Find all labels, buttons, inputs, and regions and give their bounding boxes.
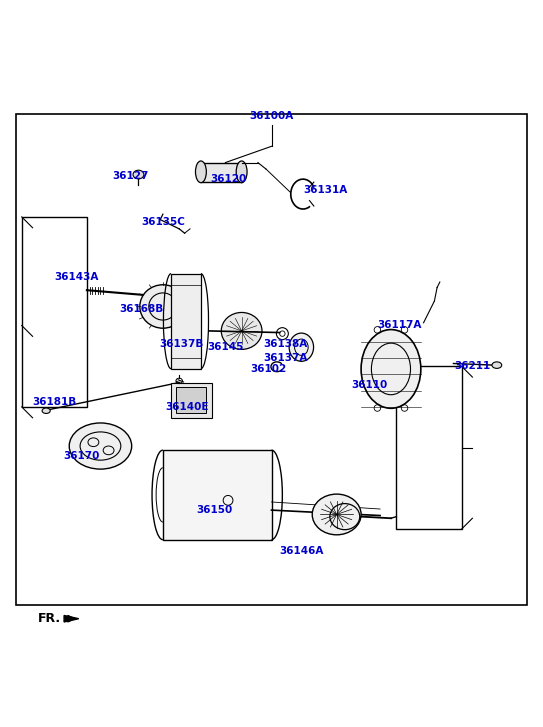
Ellipse shape xyxy=(361,329,421,409)
Text: 36168B: 36168B xyxy=(119,304,163,314)
Bar xyxy=(22,217,87,407)
Text: 36143A: 36143A xyxy=(54,272,98,281)
Ellipse shape xyxy=(312,494,361,535)
Text: 36131A: 36131A xyxy=(304,185,348,195)
FancyBboxPatch shape xyxy=(16,113,527,605)
Bar xyxy=(396,366,462,529)
Ellipse shape xyxy=(236,161,247,182)
Polygon shape xyxy=(64,616,79,622)
Text: 36135C: 36135C xyxy=(141,217,185,228)
Ellipse shape xyxy=(222,313,262,350)
Text: 36170: 36170 xyxy=(64,451,99,461)
Ellipse shape xyxy=(195,161,206,182)
Text: 36110: 36110 xyxy=(351,380,387,390)
Ellipse shape xyxy=(70,423,132,469)
Bar xyxy=(171,382,212,418)
Text: 36181B: 36181B xyxy=(32,396,77,406)
Text: FR.: FR. xyxy=(38,612,61,625)
Text: 36150: 36150 xyxy=(197,505,232,515)
Text: 36137B: 36137B xyxy=(160,340,204,350)
Text: 36127: 36127 xyxy=(112,171,148,181)
Ellipse shape xyxy=(289,333,314,361)
Text: 36140E: 36140E xyxy=(166,402,209,412)
Text: 36120: 36120 xyxy=(210,174,246,184)
Bar xyxy=(171,274,201,369)
Bar xyxy=(176,387,206,414)
Ellipse shape xyxy=(42,408,50,414)
Bar xyxy=(201,163,242,182)
Text: 36137A: 36137A xyxy=(263,353,307,363)
Text: 36211: 36211 xyxy=(454,361,490,371)
Ellipse shape xyxy=(140,285,186,328)
Ellipse shape xyxy=(133,170,144,179)
Text: 36138A: 36138A xyxy=(263,340,307,350)
Text: 36117A: 36117A xyxy=(377,321,421,331)
Text: 36100A: 36100A xyxy=(249,111,294,121)
Text: 36102: 36102 xyxy=(251,364,287,374)
Text: 36146A: 36146A xyxy=(279,546,324,556)
Ellipse shape xyxy=(492,362,502,369)
Bar xyxy=(163,451,272,540)
Text: 36145: 36145 xyxy=(207,342,243,352)
